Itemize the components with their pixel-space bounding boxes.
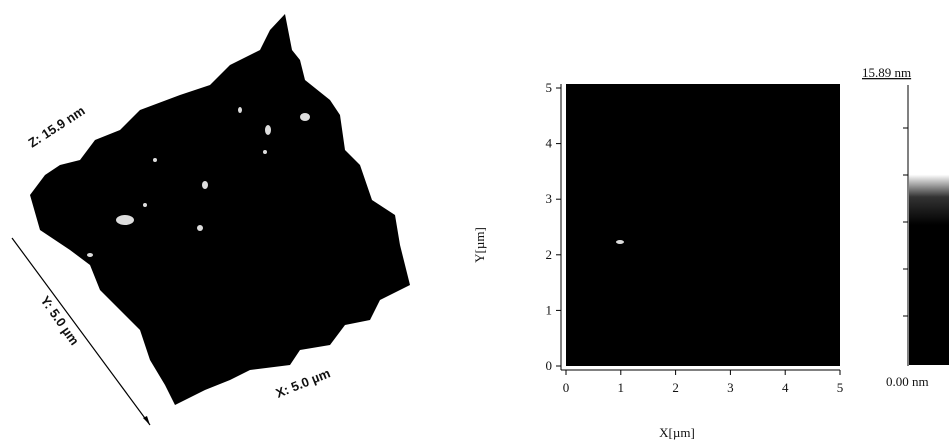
y-tick-label: 5 xyxy=(546,80,553,95)
color-bar xyxy=(909,85,949,365)
x-tick-label: 4 xyxy=(782,380,789,395)
y-tick-label: 1 xyxy=(546,302,553,317)
map-image xyxy=(566,84,840,366)
surface-view: Z: 15.9 nm Y: 5.0 µm X: 5.0 µm xyxy=(12,14,410,425)
x-tick-label: 5 xyxy=(837,380,844,395)
x-tick-label: 1 xyxy=(618,380,625,395)
y-tick-label: 2 xyxy=(546,247,553,262)
y-tick-label: 3 xyxy=(546,191,553,206)
figure: Z: 15.9 nm Y: 5.0 µm X: 5.0 µm X[µm] Y[µ… xyxy=(0,0,949,441)
y-tick-label: 4 xyxy=(546,136,553,151)
y-label: Y: 5.0 µm xyxy=(38,293,83,348)
y-axis-label: Y[µm] xyxy=(472,227,487,263)
surface xyxy=(30,14,410,405)
x-tick-label: 0 xyxy=(563,380,570,395)
color-scale: 15.89 nm 0.00 nm xyxy=(862,65,949,389)
x-tick-label: 2 xyxy=(672,380,679,395)
y-tick-label: 0 xyxy=(546,358,553,373)
scale-min: 0.00 nm xyxy=(886,374,929,389)
x-axis-label: X[µm] xyxy=(659,425,695,440)
x-tick-label: 3 xyxy=(727,380,734,395)
scale-ticks xyxy=(903,128,908,316)
z-label: Z: 15.9 nm xyxy=(25,103,87,151)
figure-canvas: Z: 15.9 nm Y: 5.0 µm X: 5.0 µm X[µm] Y[µ… xyxy=(0,0,949,441)
x-label: X: 5.0 µm xyxy=(274,365,333,400)
map-peak xyxy=(616,240,624,244)
scale-max: 15.89 nm xyxy=(862,65,911,80)
